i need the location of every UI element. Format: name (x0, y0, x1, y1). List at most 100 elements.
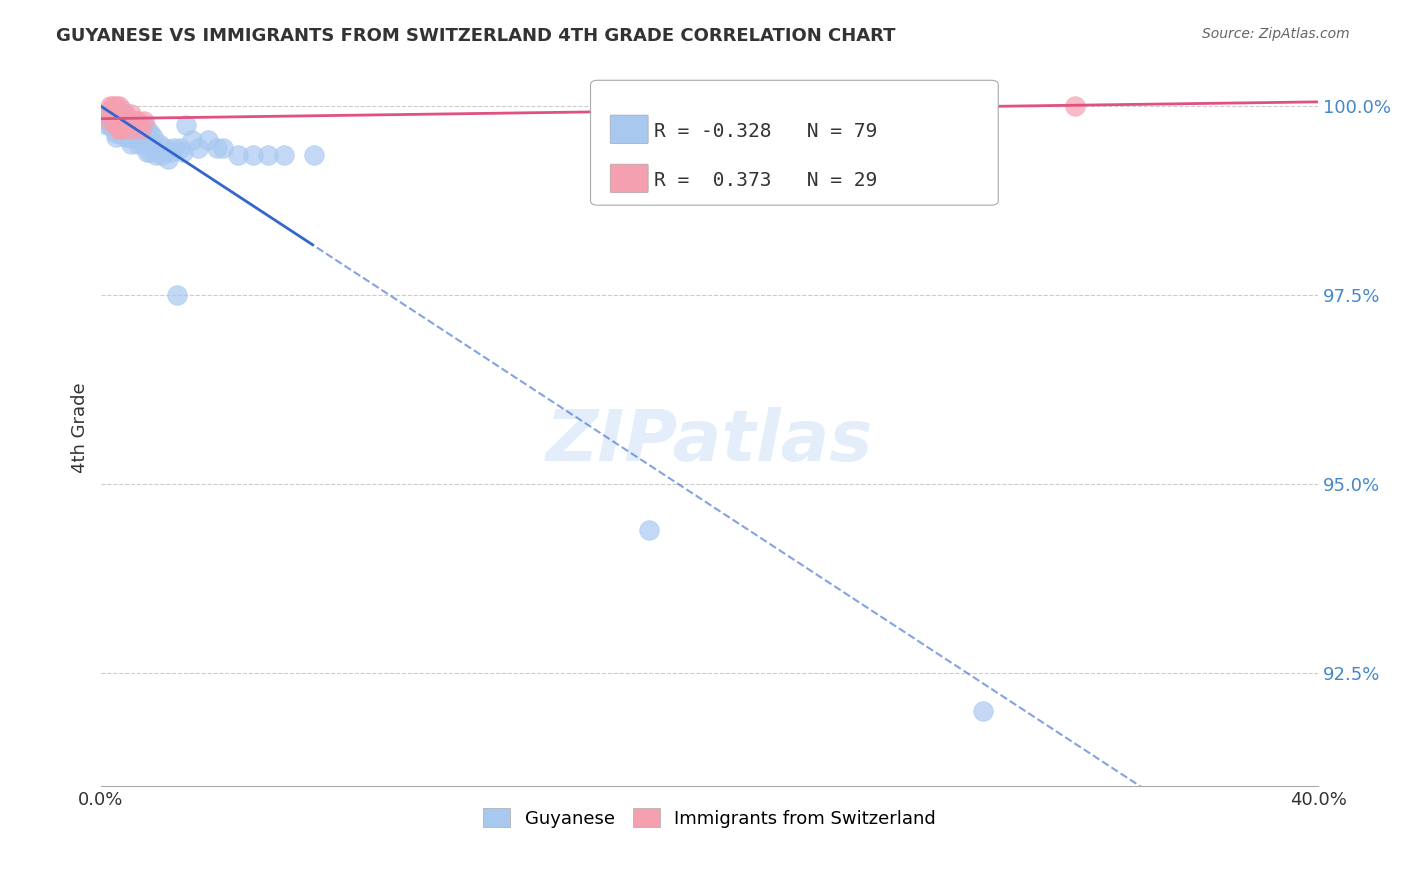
Point (98, 118, 121, 132)
Point (172, 145, 194, 159)
Point (132, 114, 155, 128)
Point (163, 141, 186, 155)
Point (121, 122, 143, 136)
Point (114, 122, 136, 136)
Point (105, 118, 128, 132)
Point (127, 137, 149, 152)
Point (108, 122, 131, 136)
Point (226, 148, 249, 162)
Point (98, 114, 121, 128)
Point (121, 137, 143, 152)
Point (103, 118, 125, 132)
Point (108, 114, 131, 128)
Point (121, 118, 143, 132)
Point (105, 129, 128, 144)
Point (1063, 99, 1085, 113)
Point (108, 111, 131, 125)
Point (145, 148, 167, 162)
Point (132, 118, 155, 132)
Point (98, 118, 121, 132)
Point (108, 122, 131, 136)
Point (103, 103, 125, 117)
Point (98, 99, 121, 113)
Point (105, 111, 128, 125)
Point (166, 288, 188, 302)
Point (98, 111, 121, 125)
Point (135, 122, 157, 136)
Point (142, 129, 165, 144)
Point (211, 141, 233, 155)
Point (138, 126, 160, 140)
Point (117, 118, 139, 132)
Point (96, 111, 118, 125)
Point (121, 107, 143, 121)
Point (127, 129, 149, 144)
Point (302, 148, 325, 162)
Point (111, 111, 134, 125)
Point (105, 122, 128, 136)
Text: R =  0.373   N = 29: R = 0.373 N = 29 (654, 171, 877, 190)
Point (105, 126, 128, 140)
Point (138, 145, 160, 159)
Point (105, 99, 128, 113)
Point (98, 114, 121, 128)
Point (111, 103, 134, 117)
Legend: Guyanese, Immigrants from Switzerland: Guyanese, Immigrants from Switzerland (477, 801, 943, 835)
Point (114, 107, 136, 121)
Point (160, 145, 183, 159)
Point (111, 122, 134, 136)
Point (103, 107, 125, 121)
Point (124, 129, 146, 144)
Point (103, 107, 125, 121)
Point (169, 141, 191, 155)
Point (181, 133, 204, 147)
Point (187, 141, 209, 155)
Point (124, 118, 146, 132)
Point (103, 99, 125, 113)
Point (972, 704, 994, 718)
Point (127, 114, 149, 128)
Point (108, 126, 131, 140)
Point (117, 111, 139, 125)
Point (114, 114, 136, 128)
Point (103, 111, 125, 125)
Point (105, 114, 128, 128)
Point (129, 133, 152, 147)
Point (117, 129, 139, 144)
Point (135, 145, 157, 159)
Point (129, 126, 152, 140)
Point (98, 103, 121, 117)
Point (121, 126, 143, 140)
Point (96, 111, 118, 125)
Point (150, 148, 173, 162)
Point (257, 148, 280, 162)
Point (105, 114, 128, 128)
Point (111, 107, 134, 121)
Point (108, 107, 131, 121)
Point (111, 114, 134, 128)
Point (108, 122, 131, 136)
Point (121, 118, 143, 132)
Point (114, 114, 136, 128)
Point (98, 107, 121, 121)
Point (127, 118, 149, 132)
Point (111, 126, 134, 140)
Point (96, 118, 118, 132)
Point (103, 107, 125, 121)
Point (790, 99, 813, 113)
Point (148, 137, 170, 152)
Point (108, 111, 131, 125)
Text: ZIPatlas: ZIPatlas (546, 408, 873, 476)
Text: R = -0.328   N = 79: R = -0.328 N = 79 (654, 122, 877, 141)
Point (242, 148, 264, 162)
Point (153, 141, 176, 155)
Point (124, 126, 146, 140)
Point (132, 137, 155, 152)
Point (111, 126, 134, 140)
Point (105, 107, 128, 121)
Point (108, 99, 131, 113)
Point (117, 129, 139, 144)
Point (129, 122, 152, 136)
Text: GUYANESE VS IMMIGRANTS FROM SWITZERLAND 4TH GRADE CORRELATION CHART: GUYANESE VS IMMIGRANTS FROM SWITZERLAND … (56, 27, 896, 45)
Point (105, 103, 128, 117)
